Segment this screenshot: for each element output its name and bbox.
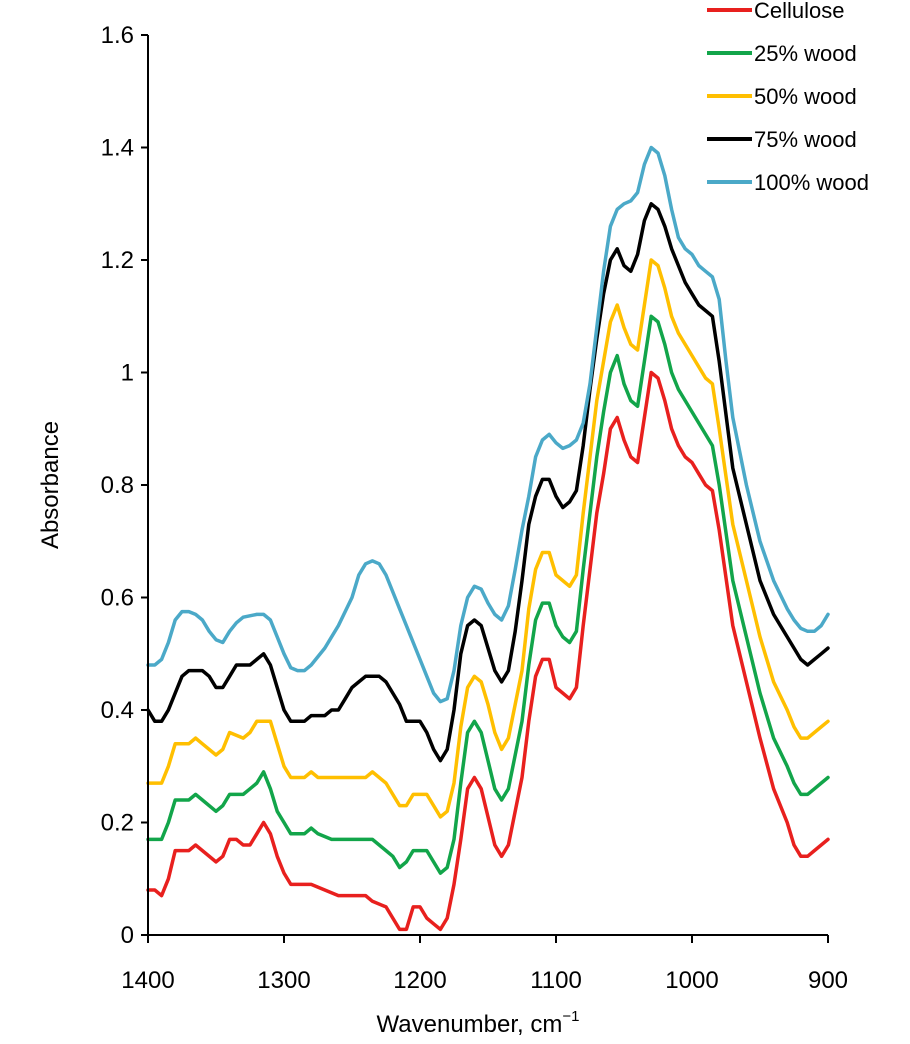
y-tick-label: 0 xyxy=(121,922,134,949)
series-line-2 xyxy=(146,258,830,819)
y-tick-label: 1.4 xyxy=(101,135,134,162)
legend-label-3: 75% wood xyxy=(754,127,857,152)
y-tick-label: 1 xyxy=(121,360,134,387)
series-line-0 xyxy=(146,370,830,932)
y-tick-label: 0.2 xyxy=(101,810,134,837)
legend-label-4: 100% wood xyxy=(754,170,869,195)
y-tick-label: 0.8 xyxy=(101,472,134,499)
series-line-1 xyxy=(146,314,830,875)
x-axis-title: Wavenumber, cm−1 xyxy=(377,1008,580,1038)
x-axis-title-superscript: −1 xyxy=(562,1008,579,1025)
x-tick-label: 1100 xyxy=(530,967,582,994)
series-line-4 xyxy=(146,145,830,704)
x-axis-ticks: 1400 1300 1200 1100 1000 900 xyxy=(121,935,848,994)
y-tick-label: 1.2 xyxy=(101,247,134,274)
y-tick-label: 1.6 xyxy=(101,22,134,49)
legend-label-1: 25% wood xyxy=(754,41,857,66)
legend: Cellulose 25% wood 50% wood 75% wood 100% wo… xyxy=(707,0,869,195)
y-axis-title: Absorbance xyxy=(37,421,64,549)
y-tick-label: 0.4 xyxy=(101,697,134,724)
x-axis-title-text: Wavenumber, cm xyxy=(377,1011,563,1038)
x-tick-label: 1200 xyxy=(393,967,446,994)
y-axis-ticks: 0 0.2 0.4 0.6 0.8 1 1.2 1.4 1.6 xyxy=(101,22,148,949)
x-tick-label: 1300 xyxy=(257,967,310,994)
series-line-3 xyxy=(146,202,830,763)
legend-label-2: 50% wood xyxy=(754,84,857,109)
legend-label-0: Cellulose xyxy=(754,0,845,23)
x-tick-label: 1000 xyxy=(665,967,718,994)
series-layer xyxy=(146,145,830,932)
y-tick-label: 0.6 xyxy=(101,585,134,612)
x-tick-label: 900 xyxy=(808,967,848,994)
x-tick-label: 1400 xyxy=(121,967,174,994)
